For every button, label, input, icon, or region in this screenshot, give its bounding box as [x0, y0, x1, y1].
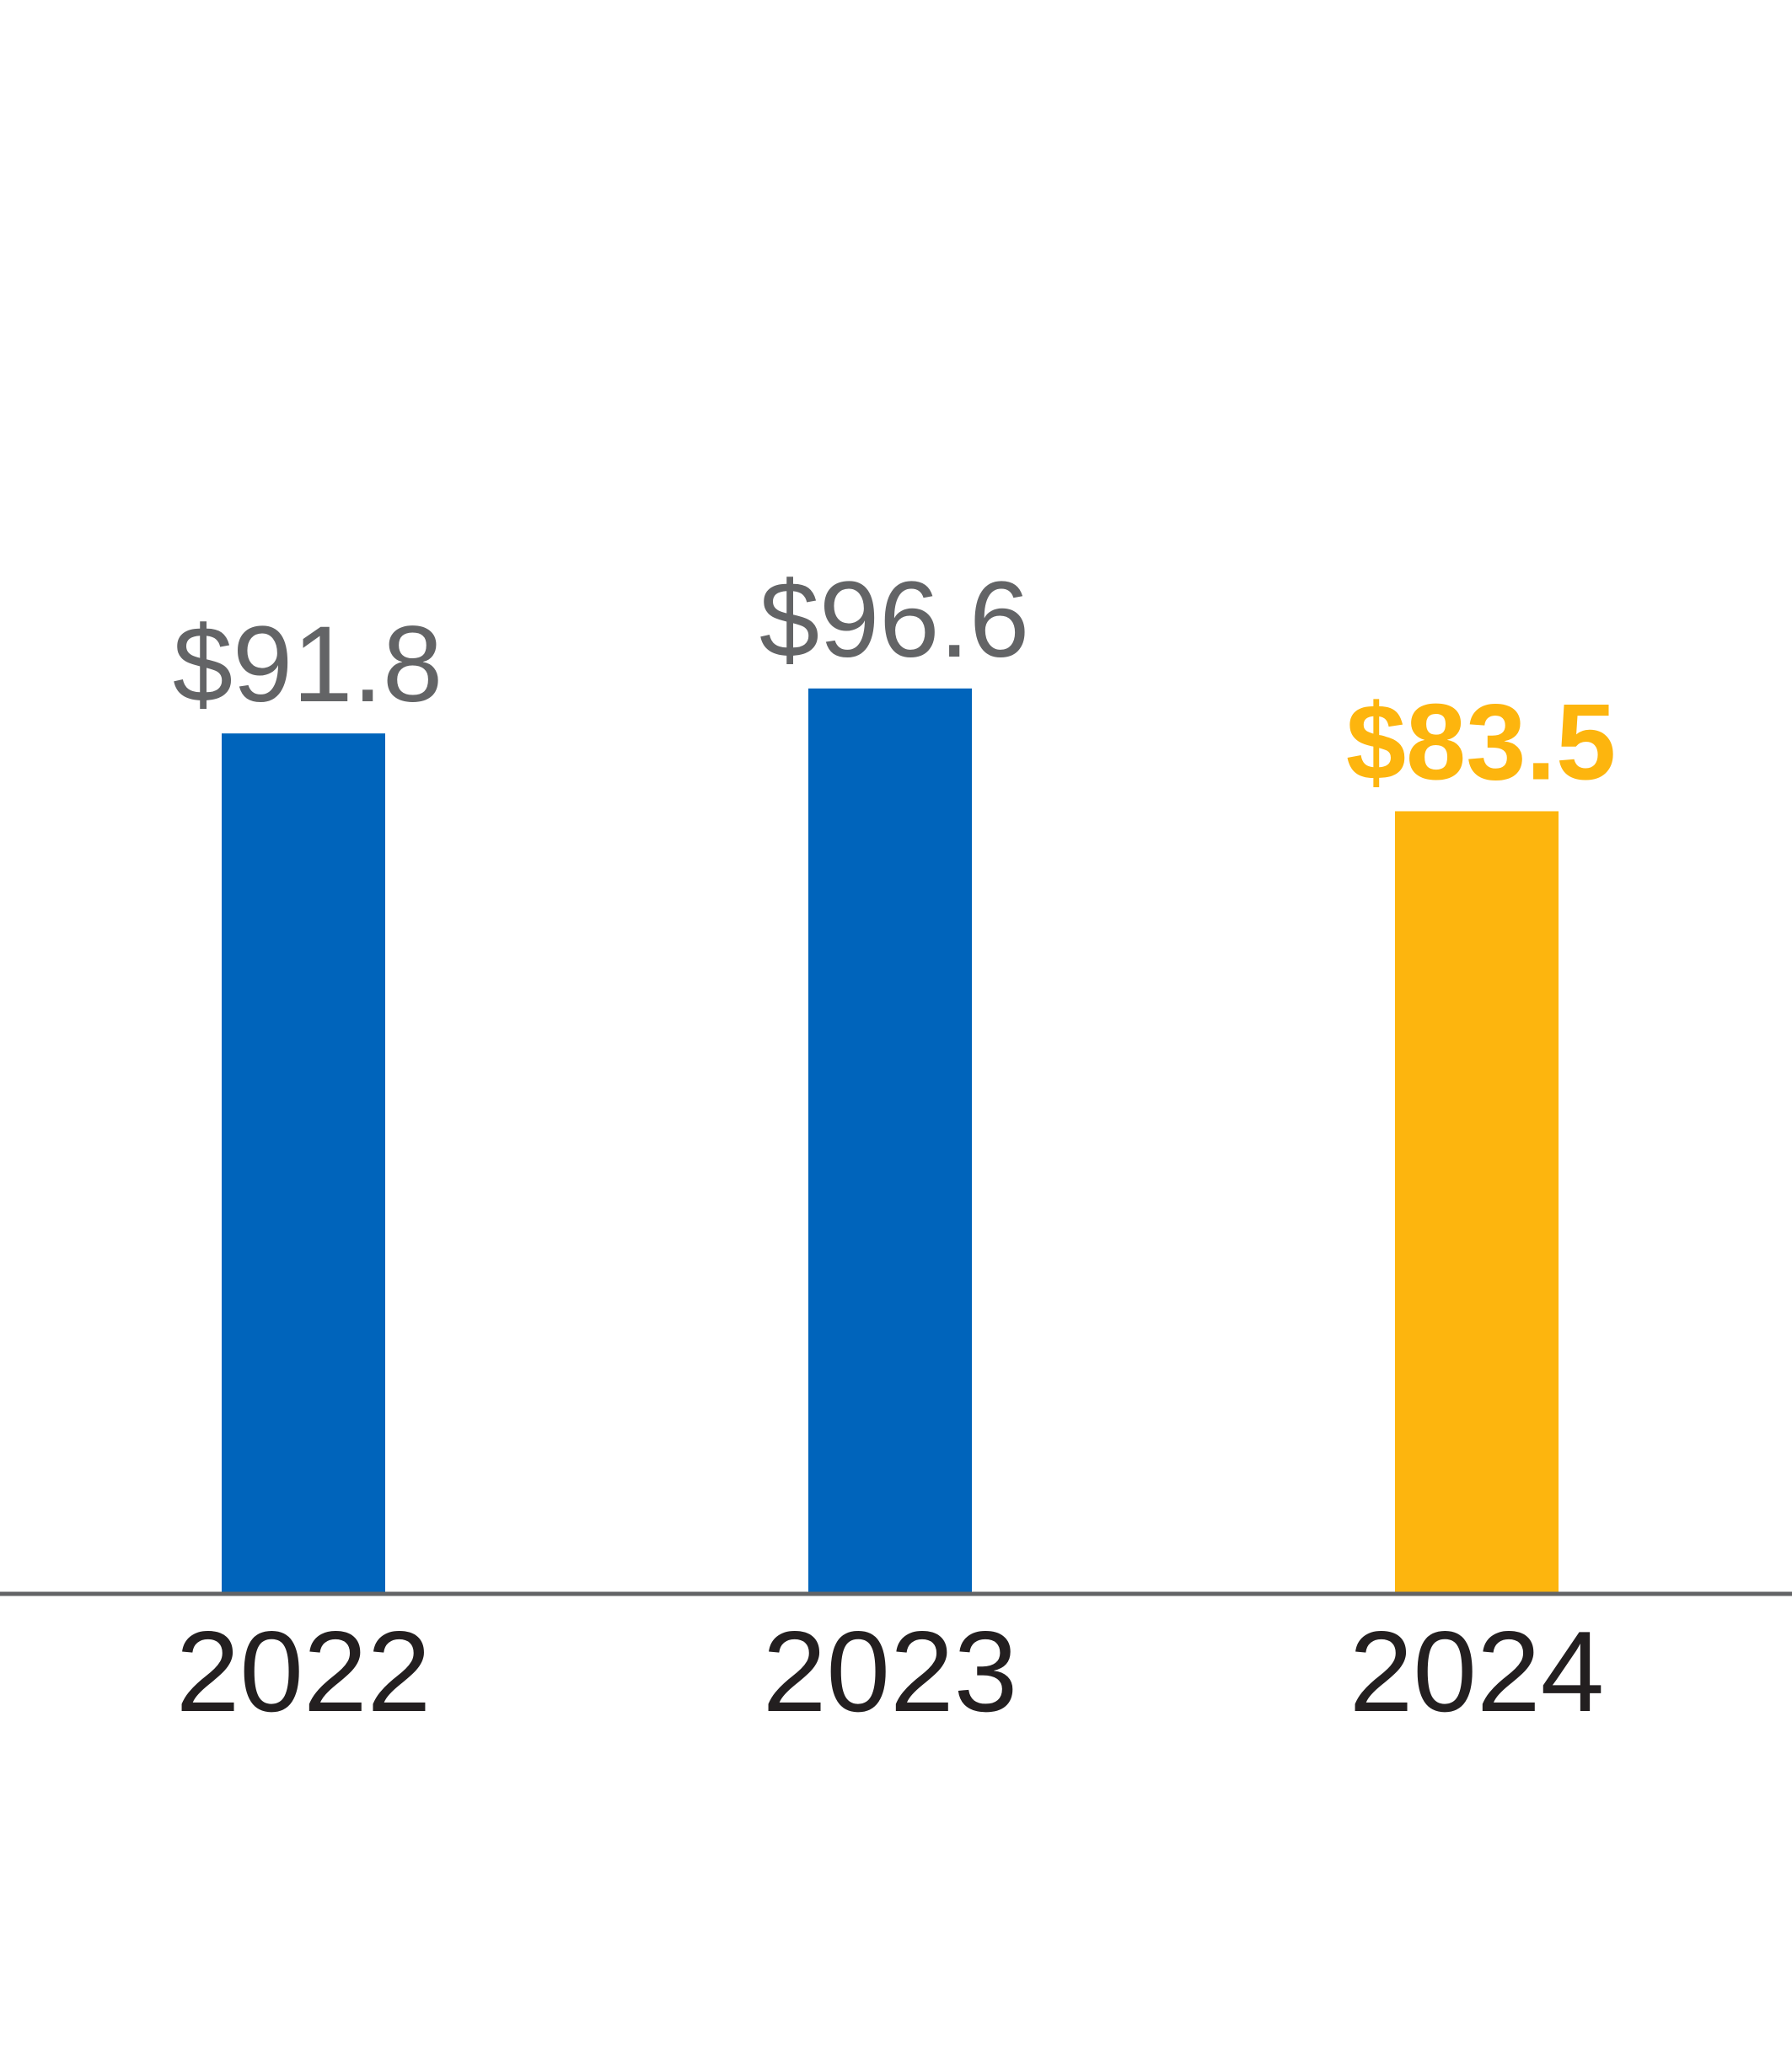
bar-2023 — [808, 688, 972, 1594]
value-label-2023: $96.6 — [759, 560, 1029, 680]
x-tick-labels: 2022 2023 2024 — [176, 1607, 1605, 1735]
value-label-2022: $91.8 — [173, 604, 443, 725]
bar-2024 — [1395, 811, 1559, 1594]
x-tick-label-2022: 2022 — [176, 1607, 432, 1735]
x-tick-label-2024: 2024 — [1349, 1607, 1605, 1735]
value-labels-layer: $91.8 $96.6 $83.5 — [173, 560, 1616, 803]
value-label-2024: $83.5 — [1346, 682, 1616, 802]
bars-layer — [222, 688, 1559, 1594]
x-tick-label-2023: 2023 — [763, 1607, 1018, 1735]
bar-2022 — [222, 733, 385, 1594]
